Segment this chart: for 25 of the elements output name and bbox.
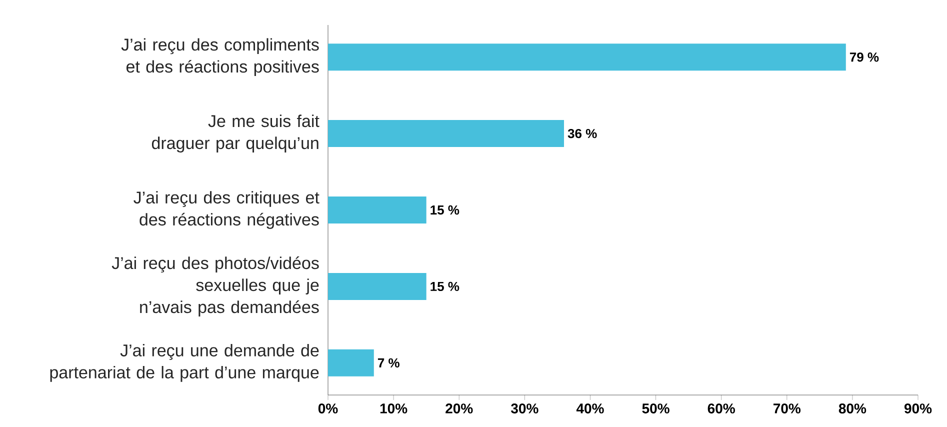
x-tick-label: 50% (642, 404, 670, 414)
data-label: 15 % (430, 205, 460, 215)
x-tick-label: 90% (904, 404, 932, 414)
data-label: 36 % (568, 128, 597, 138)
y-tick-label: J’ai reçu des critiques et des réactions négatives (134, 191, 320, 229)
x-tick-label: 60% (708, 404, 735, 414)
x-tick-label: 40% (576, 404, 604, 414)
data-label: 79 % (850, 52, 879, 62)
x-tick-label: 70% (773, 404, 801, 414)
x-tick-label: 0% (318, 404, 338, 414)
data-label: 7 % (378, 358, 400, 368)
x-tick-label: 80% (838, 404, 866, 414)
bar (328, 272, 426, 300)
data-label: 15 % (430, 282, 460, 292)
bar (328, 44, 846, 71)
y-tick-label: J’ai reçu une demande de partenariat de la part d’une marque (50, 344, 319, 382)
y-tick-label: Je me suis fait draguer par quelqu’un (152, 114, 320, 152)
bar (328, 196, 426, 224)
bar (328, 120, 564, 148)
y-tick-label: J’ai reçu des compliments et des réactions positives (121, 38, 319, 76)
x-tick-label: 10% (380, 404, 408, 414)
x-tick-label: 20% (446, 404, 473, 414)
bar (328, 349, 374, 376)
y-tick-label: J’ai reçu des photos/vidéos sexuelles que je n’avais pas demandées (112, 256, 319, 316)
x-tick-label: 30% (510, 404, 538, 414)
